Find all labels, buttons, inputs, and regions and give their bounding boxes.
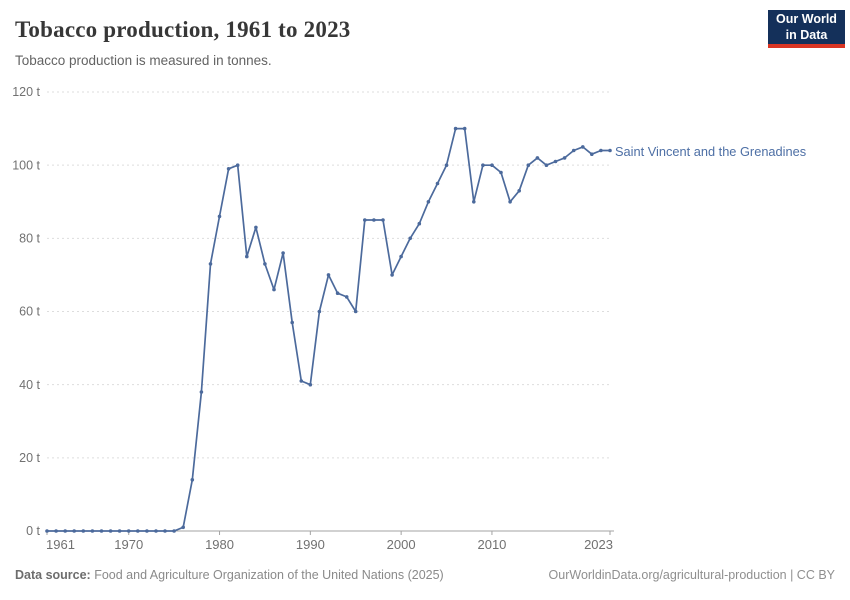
data-point xyxy=(81,529,86,533)
data-point xyxy=(490,163,494,167)
data-point xyxy=(254,225,258,230)
data-source-text: Food and Agriculture Organization of the… xyxy=(90,568,444,582)
x-axis-tick-label: 2010 xyxy=(477,537,506,552)
data-point xyxy=(208,262,213,266)
y-axis-tick-label: 80 t xyxy=(19,232,40,246)
trend-line xyxy=(46,127,611,532)
data-point xyxy=(272,287,276,292)
data-point xyxy=(363,218,367,222)
data-point xyxy=(526,163,531,167)
chart-title: Tobacco production, 1961 to 2023 xyxy=(15,17,351,42)
data-point xyxy=(290,320,295,325)
data-point xyxy=(408,236,413,241)
data-point xyxy=(599,148,603,153)
owid-logo: Our World in Data xyxy=(768,10,845,48)
data-point xyxy=(472,200,476,204)
data-point xyxy=(562,156,567,160)
data-point xyxy=(453,126,458,131)
data-point xyxy=(154,529,158,533)
attribution-link[interactable]: OurWorldinData.org/agricultural-producti… xyxy=(548,568,835,582)
data-point xyxy=(462,126,467,131)
data-point xyxy=(399,254,403,259)
data-point xyxy=(108,529,113,533)
owid-logo-line1: Our World xyxy=(776,12,837,26)
data-point xyxy=(508,200,512,204)
data-point xyxy=(126,529,131,533)
data-point xyxy=(444,163,449,167)
y-axis-tick-label: 60 t xyxy=(19,305,40,319)
data-point xyxy=(226,167,231,171)
data-point xyxy=(145,529,149,533)
data-point xyxy=(417,221,422,226)
data-point xyxy=(517,189,521,193)
data-point xyxy=(190,478,195,482)
data-point xyxy=(90,529,95,533)
data-source-label: Data source: xyxy=(15,568,91,582)
data-point xyxy=(136,529,140,533)
data-point xyxy=(590,152,594,156)
y-axis-tick-label: 0 t xyxy=(26,524,40,538)
data-point xyxy=(608,148,612,153)
x-axis-tick-label: 1990 xyxy=(296,537,325,552)
data-point xyxy=(317,309,322,314)
data-point xyxy=(344,295,349,299)
data-point xyxy=(372,218,376,222)
data-point xyxy=(308,382,313,387)
data-point xyxy=(54,529,58,533)
data-point xyxy=(99,529,104,533)
data-point xyxy=(235,163,240,167)
data-point xyxy=(535,156,540,160)
data-point xyxy=(263,262,267,266)
data-point xyxy=(163,529,167,533)
data-point xyxy=(553,159,558,164)
data-point xyxy=(335,291,340,296)
data-point xyxy=(481,163,485,167)
data-point xyxy=(544,163,549,167)
data-point xyxy=(45,529,49,533)
data-point xyxy=(172,529,176,533)
data-point xyxy=(63,529,67,533)
x-axis-tick-label: 2000 xyxy=(387,537,416,552)
series-label: Saint Vincent and the Grenadines xyxy=(615,144,807,159)
y-axis-tick-label: 40 t xyxy=(19,378,40,392)
x-axis-tick-label: 2023 xyxy=(584,537,613,552)
y-axis-tick-label: 100 t xyxy=(12,158,40,172)
data-point xyxy=(326,273,331,277)
y-axis-tick-label: 120 t xyxy=(12,85,40,99)
x-axis-tick-label: 1980 xyxy=(205,537,234,552)
data-point xyxy=(571,148,576,153)
data-point xyxy=(281,251,285,255)
data-point xyxy=(72,529,76,533)
y-axis-tick-label: 20 t xyxy=(19,451,40,465)
x-axis-tick-label: 1961 xyxy=(46,537,75,552)
owid-logo-line2: in Data xyxy=(785,28,828,42)
data-point xyxy=(499,170,503,175)
data-point xyxy=(299,379,304,383)
data-point xyxy=(390,273,394,277)
data-point xyxy=(581,145,585,149)
data-point xyxy=(353,309,358,314)
data-point xyxy=(117,529,122,533)
data-point xyxy=(245,254,249,259)
data-point xyxy=(435,181,440,186)
data-point xyxy=(199,390,204,394)
x-axis-tick-label: 1970 xyxy=(114,537,143,552)
chart-footer: Data source: Food and Agriculture Organi… xyxy=(15,568,835,582)
data-point xyxy=(181,525,185,530)
data-point xyxy=(381,218,385,222)
data-point xyxy=(426,200,431,204)
data-source: Data source: Food and Agriculture Organi… xyxy=(15,568,444,582)
chart-subtitle: Tobacco production is measured in tonnes… xyxy=(15,53,272,68)
data-point xyxy=(217,214,222,219)
